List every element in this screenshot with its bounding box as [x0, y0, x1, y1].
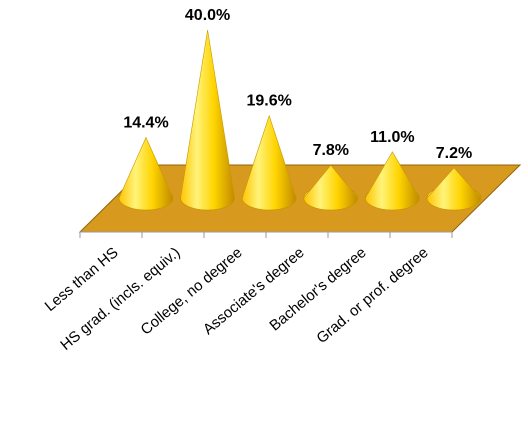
cone-body: [303, 164, 359, 211]
data-label: 11.0%: [370, 129, 414, 146]
data-labels: 14.4% 40.0% 19.6% 7.8% 11.0% 7.2%: [123, 7, 472, 162]
cone-series: [118, 29, 482, 211]
cone-bar: [180, 29, 235, 211]
cone-bar: [118, 136, 174, 211]
data-label: 7.8%: [313, 142, 349, 159]
data-label: 19.6%: [247, 93, 292, 110]
cone-body: [365, 151, 420, 211]
category-label: Grad. or prof. degree: [313, 244, 431, 347]
category-label: College, no degree: [138, 244, 246, 339]
category-label: HS grad. (incls. equiv.): [57, 244, 183, 354]
data-label: 14.4%: [123, 115, 168, 132]
cone-body: [118, 136, 174, 211]
cone-body: [426, 167, 482, 211]
category-axis: [79, 231, 453, 238]
cone-body: [241, 114, 297, 211]
cone-bar: [365, 151, 420, 211]
cone-bar: [303, 164, 359, 211]
cone-bar: [241, 114, 297, 211]
category-label: Associate's degree: [200, 244, 308, 338]
cone-bar: [426, 167, 482, 211]
data-label: 7.2%: [436, 145, 472, 162]
data-label: 40.0%: [185, 7, 230, 24]
cone-body: [180, 29, 235, 211]
